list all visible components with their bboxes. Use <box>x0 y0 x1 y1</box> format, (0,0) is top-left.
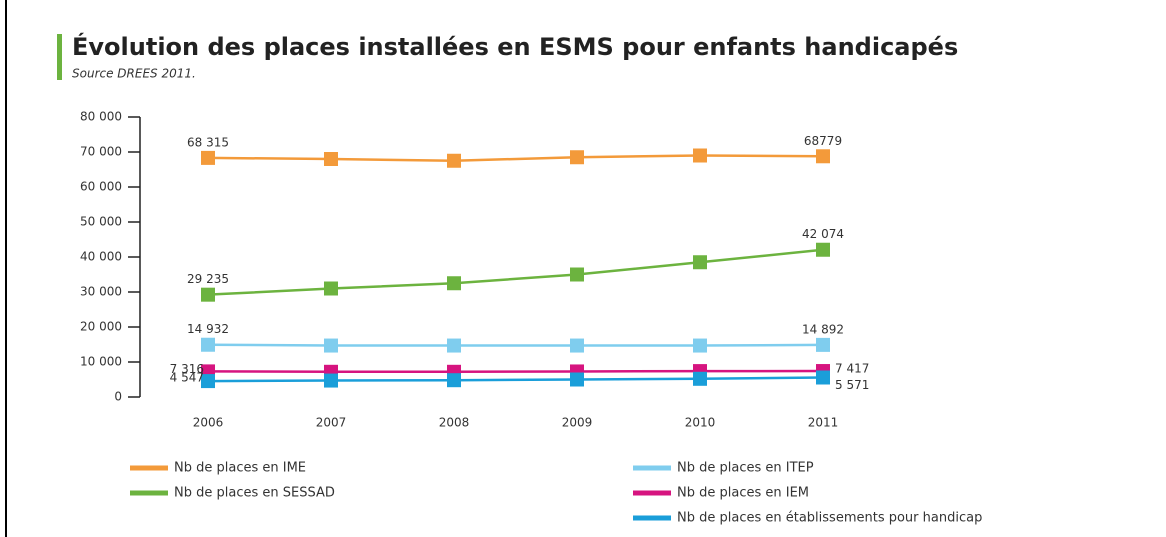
y-tick-label: 30 000 <box>80 285 122 299</box>
point-marker <box>693 148 707 163</box>
series-line <box>207 376 824 383</box>
point-marker <box>816 149 830 164</box>
x-tick-label: 2006 <box>193 416 224 430</box>
point-marker <box>447 338 461 353</box>
y-tick-label: 20 000 <box>80 320 122 334</box>
point-marker <box>324 152 338 166</box>
point-marker <box>324 281 338 296</box>
title-accent <box>57 34 62 80</box>
point-marker <box>570 150 584 165</box>
y-tick-label: 0 <box>114 390 122 404</box>
point-marker <box>570 372 584 387</box>
data-label: 42 074 <box>802 227 844 241</box>
y-tick-label: 60 000 <box>80 180 122 194</box>
data-label: 5 571 <box>835 378 869 392</box>
point-marker <box>324 373 338 388</box>
point-marker <box>693 338 707 353</box>
point-marker <box>447 373 461 388</box>
point-marker <box>816 370 830 385</box>
data-label: 14 932 <box>187 322 229 336</box>
series-line <box>207 369 824 374</box>
data-label: 68 315 <box>187 135 229 149</box>
point-marker <box>324 338 338 353</box>
x-tick-label: 2011 <box>808 416 839 430</box>
point-marker <box>693 255 707 270</box>
x-tick-label: 2008 <box>439 416 470 430</box>
point-marker <box>201 374 215 389</box>
data-label: 4 547 <box>170 371 204 385</box>
point-marker <box>447 276 461 291</box>
x-tick-label: 2009 <box>562 416 593 430</box>
chart-subtitle: Source DREES 2011. <box>72 67 196 81</box>
y-tick-label: 80 000 <box>80 110 122 124</box>
chart-title: Évolution des places installées en ESMS … <box>72 32 958 61</box>
point-marker <box>570 338 584 353</box>
legend-label: Nb de places en IEM <box>677 486 809 501</box>
data-label: 14 892 <box>802 322 844 336</box>
legend-label: Nb de places en IME <box>174 461 306 476</box>
point-marker <box>447 153 461 168</box>
y-tick-label: 40 000 <box>80 250 122 264</box>
point-marker <box>201 287 215 302</box>
y-tick-label: 70 000 <box>80 145 122 159</box>
point-marker <box>201 337 215 352</box>
series-line <box>207 248 824 296</box>
legend-label: Nb de places en établissements pour hand… <box>677 511 982 526</box>
x-tick-label: 2010 <box>685 416 716 430</box>
y-tick-label: 10 000 <box>80 355 122 369</box>
point-marker <box>201 150 215 165</box>
series-line <box>207 154 824 163</box>
point-marker <box>570 267 584 282</box>
point-marker <box>816 242 830 257</box>
legend-label: Nb de places en SESSAD <box>174 486 335 501</box>
data-label: 7 316 <box>170 362 204 376</box>
legend-label: Nb de places en ITEP <box>677 461 814 476</box>
data-label: 68779 <box>804 134 842 148</box>
point-marker <box>816 337 830 352</box>
point-marker <box>693 371 707 386</box>
y-tick-label: 50 000 <box>80 215 122 229</box>
series-line <box>207 343 824 347</box>
x-tick-label: 2007 <box>316 416 347 430</box>
data-label: 29 235 <box>187 272 229 286</box>
data-label: 7 417 <box>835 362 869 376</box>
